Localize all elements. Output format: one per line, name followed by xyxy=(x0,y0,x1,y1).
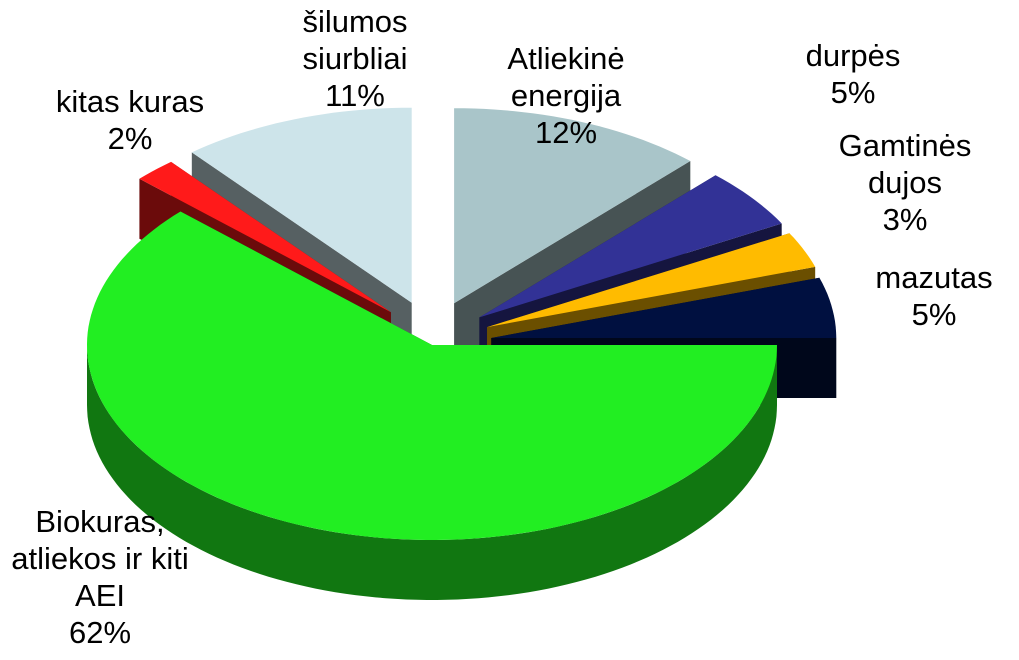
value-label: 5% xyxy=(911,297,957,332)
value-label: 3% xyxy=(882,202,928,237)
slice-label: Atliekinė energija 12% xyxy=(481,40,651,151)
category-name: šilumos siurbliai xyxy=(302,4,408,76)
slice-label: kitas kuras 2% xyxy=(0,83,260,157)
category-name: Atliekinė energija xyxy=(507,41,625,113)
slice-label: mazutas 5% xyxy=(854,259,1014,333)
slice xyxy=(487,233,816,328)
slice xyxy=(191,107,412,303)
category-name: Biokuras, atliekos ir kiti AEI xyxy=(11,504,189,613)
category-name: Gamtinės dujos xyxy=(838,128,972,200)
slice xyxy=(87,211,777,540)
category-name: durpės xyxy=(805,38,901,73)
slice-label: durpės 5% xyxy=(778,37,928,111)
value-label: 11% xyxy=(325,78,385,113)
value-label: 12% xyxy=(534,115,598,150)
slice xyxy=(479,175,782,318)
slice xyxy=(139,161,391,313)
value-label: 2% xyxy=(107,121,153,156)
category-name: mazutas xyxy=(875,260,993,295)
category-name: kitas kuras xyxy=(55,84,205,119)
slice-label: Gamtinės dujos 3% xyxy=(815,127,995,238)
slice xyxy=(491,277,837,338)
slice-label: Biokuras, atliekos ir kiti AEI 62% xyxy=(5,503,195,651)
slice-label: šilumos siurbliai 11% xyxy=(280,3,430,114)
value-label: 62% xyxy=(68,615,132,650)
slice-side xyxy=(87,345,777,600)
value-label: 5% xyxy=(830,75,876,110)
slice xyxy=(454,108,691,304)
